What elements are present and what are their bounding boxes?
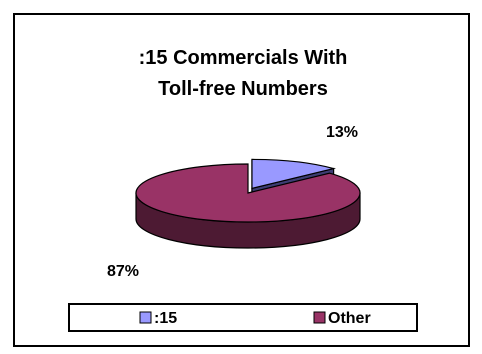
pie-slices	[135, 158, 361, 249]
legend-swatch-other	[313, 311, 326, 324]
legend-label-other: Other	[328, 310, 371, 327]
chart-title-line-1: :15 Commercials With	[139, 47, 348, 69]
legend-swatch-15	[139, 311, 152, 324]
slice-label-15: 13%	[326, 124, 358, 141]
legend-label-15: :15	[154, 310, 177, 327]
slice-15	[251, 158, 337, 190]
slice-label-other: 87%	[107, 263, 139, 280]
legend-box	[68, 303, 418, 332]
chart-title-line-2: Toll-free Numbers	[158, 78, 328, 100]
slice-other	[135, 163, 361, 223]
